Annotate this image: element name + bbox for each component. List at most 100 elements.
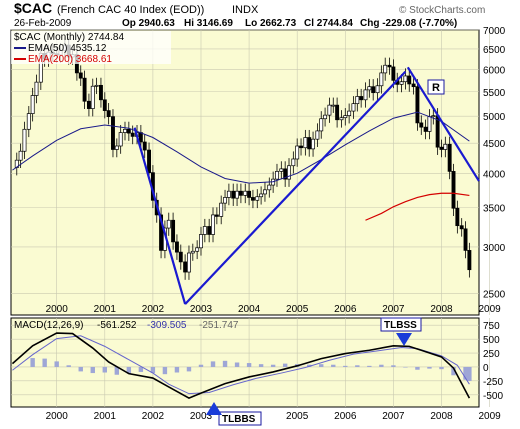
macd-y-tick-label: 500 xyxy=(483,335,500,346)
candle-body xyxy=(367,86,372,91)
candle-body xyxy=(439,146,444,150)
macd-histogram-bar xyxy=(439,366,444,370)
tlbss-label: TLBSS xyxy=(384,320,417,331)
candle-body xyxy=(311,138,316,150)
trendlines xyxy=(133,66,480,305)
candle-body xyxy=(299,145,303,149)
macd-histogram-bar xyxy=(258,364,264,367)
tlbbs-label: TLBBS xyxy=(222,414,256,425)
macd-histogram-bar xyxy=(463,366,468,380)
price-y-tick-label: 6500 xyxy=(483,45,506,56)
low-value: Lo 2662.73 xyxy=(245,18,297,29)
candle-body xyxy=(387,64,392,68)
macd-x-tick-label: 2002 xyxy=(142,411,165,422)
candle-body xyxy=(375,85,380,94)
macd-histogram-bar xyxy=(355,365,360,367)
candle-body xyxy=(343,115,348,119)
candle-body xyxy=(250,197,255,201)
candle-body xyxy=(174,241,179,253)
macd-histogram-bar xyxy=(367,365,372,367)
macd-histogram-bar xyxy=(90,366,95,374)
price-x-tick-label: 2002 xyxy=(142,304,165,315)
price-x-tick-label: 2009 xyxy=(478,304,501,315)
legend-cac: $CAC (Monthly) 2744.84 xyxy=(14,32,124,43)
candle-body xyxy=(427,116,432,132)
macd-x-tick-label: 2001 xyxy=(94,411,117,422)
candle-body xyxy=(214,214,219,217)
candle-body xyxy=(411,83,416,88)
ema50-line xyxy=(12,111,470,184)
macd-histogram-bar xyxy=(391,365,396,367)
price-x-tick-label: 2004 xyxy=(238,304,261,315)
candle-body xyxy=(459,225,464,230)
candle-body xyxy=(178,251,183,263)
candle-body xyxy=(211,214,215,235)
candle-body xyxy=(34,81,39,96)
macd-histogram-bar xyxy=(126,366,132,374)
candle-body xyxy=(347,110,352,116)
candle-body xyxy=(18,150,23,161)
candle-body xyxy=(111,116,115,150)
candle-body xyxy=(98,84,103,101)
macd-histogram-bar xyxy=(198,364,204,367)
candle-body xyxy=(90,85,95,109)
tlbss-box xyxy=(380,317,422,332)
candle-body xyxy=(199,234,203,249)
high-value: Hi 3146.69 xyxy=(184,18,233,29)
macd-histogram-bar xyxy=(30,358,35,367)
candle-body xyxy=(78,72,83,79)
macd-signal-line xyxy=(12,335,470,395)
candle-body xyxy=(219,202,224,217)
candle-body xyxy=(22,128,27,152)
candle-body xyxy=(351,103,356,112)
candle-body xyxy=(114,145,119,150)
candle-body xyxy=(82,77,87,102)
candle-body xyxy=(142,141,147,151)
r-label: R xyxy=(432,82,440,94)
macd-histogram-bar xyxy=(42,358,47,367)
candle-body xyxy=(126,128,131,134)
candle-body xyxy=(335,104,340,121)
macd-histogram-bar xyxy=(186,366,192,372)
candle-body xyxy=(399,81,404,85)
candle-body xyxy=(307,137,312,150)
candle-body xyxy=(415,86,420,124)
macd-y-tick-label: -250 xyxy=(483,377,503,388)
candle-body xyxy=(327,104,332,116)
candle-body xyxy=(283,168,288,180)
chart-symbol: $CAC xyxy=(14,0,52,16)
candle-body xyxy=(371,86,376,94)
candle-body xyxy=(30,95,35,114)
price-x-tick-label: 2000 xyxy=(46,304,69,315)
price-y-tick-label: 6000 xyxy=(483,65,506,76)
chart-exchange: INDX xyxy=(232,4,259,16)
macd-histogram-bar xyxy=(138,366,144,372)
candle-body xyxy=(263,189,267,195)
price-x-ticks: 2000 2001 2002 2003 2004 2005 2006 2007 2008 2009 xyxy=(46,304,502,315)
macd-grid xyxy=(11,318,490,407)
ema-lines xyxy=(12,111,470,221)
macd-histogram-bar xyxy=(319,364,324,367)
price-x-tick-label: 2006 xyxy=(334,304,357,315)
candle-body xyxy=(255,196,260,201)
macd-histogram-bar xyxy=(174,366,180,373)
candle-body xyxy=(331,104,336,107)
macd-histogram-bar xyxy=(78,366,83,372)
macd-panel xyxy=(10,317,480,408)
candle-body xyxy=(407,75,412,85)
candle-body xyxy=(455,207,460,227)
candle-body xyxy=(419,122,424,128)
price-x-tick-label: 2008 xyxy=(430,304,453,315)
candle-body xyxy=(403,75,408,83)
macd-y-tick-label: 250 xyxy=(483,349,500,360)
price-x-tick-label: 2001 xyxy=(94,304,117,315)
candle-body xyxy=(267,184,272,191)
price-y-tick-label: 5500 xyxy=(483,88,506,99)
candle-body xyxy=(183,261,188,273)
macd-signal-value: -309.505 xyxy=(147,320,187,331)
macd-lines xyxy=(11,332,471,399)
macd-histogram-bar xyxy=(246,363,252,367)
price-y-tick-label: 5000 xyxy=(483,112,506,123)
price-y-tick-label: 3000 xyxy=(483,243,506,254)
